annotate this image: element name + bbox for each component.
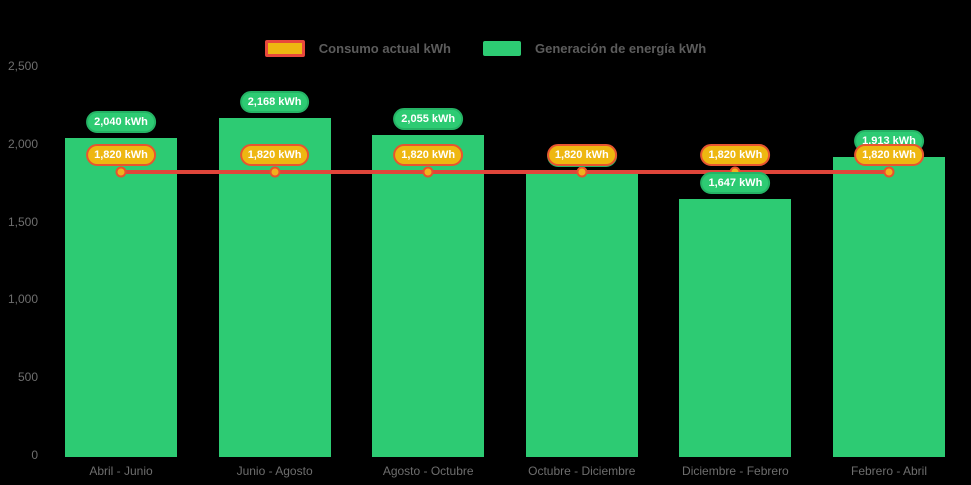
x-axis-label: Abril - Junio <box>89 464 153 478</box>
y-axis-label: 500 <box>17 370 38 385</box>
bar-value-label: 2,168 kWh <box>239 90 310 113</box>
legend-label-consumo: Consumo actual kWh <box>318 41 451 56</box>
consumption-line <box>121 169 889 174</box>
y-axis-label: 1,500 <box>7 214 38 229</box>
line-point[interactable] <box>115 166 127 178</box>
y-axis-label: 1,000 <box>7 292 38 307</box>
consumo-swatch-icon <box>264 40 305 57</box>
line-point[interactable] <box>576 166 588 178</box>
y-axis-label: 2,000 <box>7 136 38 151</box>
x-axis-label: Agosto - Octubre <box>382 464 474 478</box>
bar-value-label: 2,055 kWh <box>393 108 464 131</box>
y-axis-label: 2,500 <box>7 59 38 73</box>
bar[interactable] <box>679 198 792 457</box>
legend-label-generacion: Generación de energía kWh <box>534 41 707 56</box>
y-axis-label: 0 <box>31 448 38 462</box>
bar[interactable] <box>833 157 945 457</box>
x-axis-label: Junio - Agosto <box>236 464 313 478</box>
legend: Consumo actual kWh Generación de energía… <box>0 40 971 57</box>
bar[interactable] <box>65 137 177 457</box>
line-value-label: 1,820 kWh <box>854 143 924 166</box>
bar-value-label: 2,040 kWh <box>86 110 156 133</box>
legend-item-generacion[interactable]: Generación de energía kWh <box>482 41 707 56</box>
line-value-label: 1,820 kWh <box>546 143 617 166</box>
bar-value-label: 1,647 kWh <box>700 171 771 194</box>
line-value-label: 1,820 kWh <box>239 143 310 166</box>
legend-item-consumo[interactable]: Consumo actual kWh <box>264 40 451 57</box>
bar[interactable] <box>525 171 638 457</box>
line-value-label: 1,820 kWh <box>700 143 771 166</box>
line-value-label: 1,820 kWh <box>86 143 156 166</box>
x-axis-label: Febrero - Abril <box>850 464 928 478</box>
x-axis-label: Diciembre - Febrero <box>682 464 789 478</box>
line-point[interactable] <box>422 166 434 178</box>
line-point[interactable] <box>883 166 895 178</box>
x-axis-label: Octubre - Diciembre <box>528 464 636 478</box>
bar[interactable] <box>372 135 485 457</box>
line-value-label: 1,820 kWh <box>393 143 464 166</box>
generacion-swatch-icon <box>482 41 521 56</box>
line-point[interactable] <box>269 166 281 178</box>
